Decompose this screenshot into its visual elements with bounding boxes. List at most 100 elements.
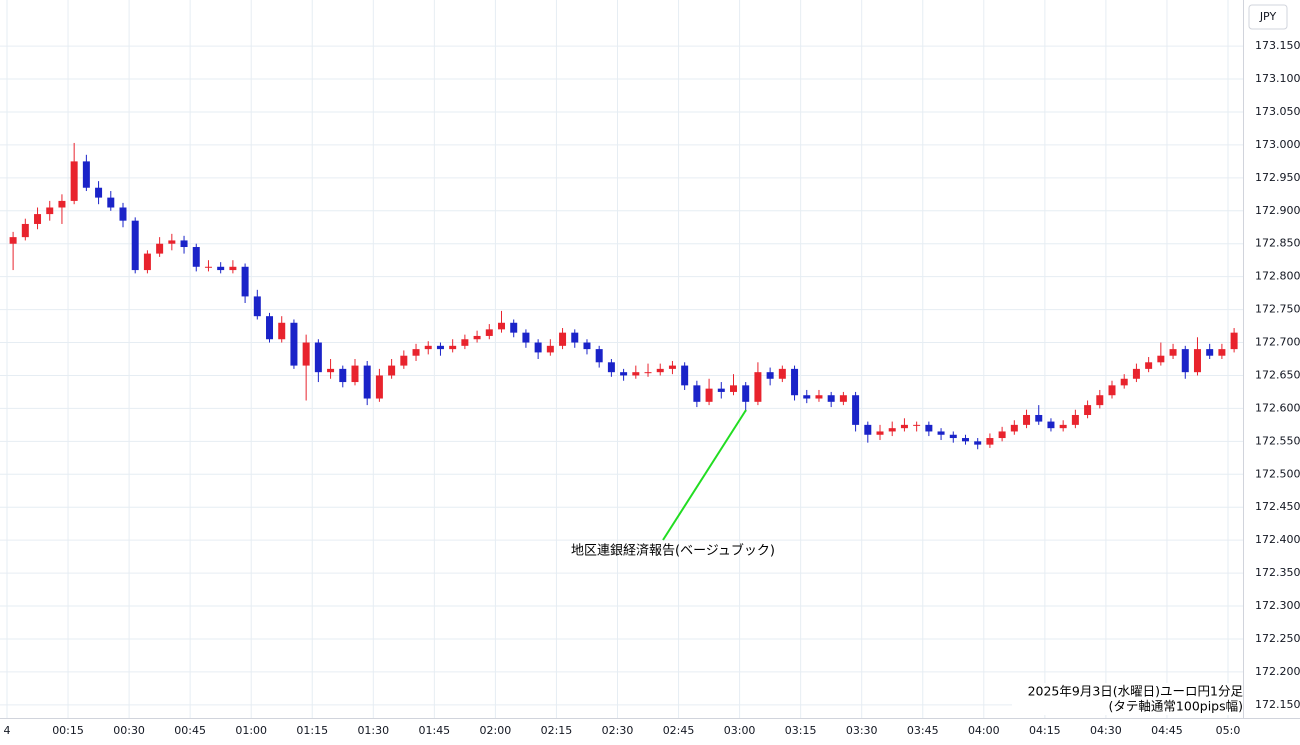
candle-body (839, 395, 847, 402)
candle-body (266, 316, 274, 340)
y-tick-label: 172.850 (1255, 237, 1300, 250)
candle-body (143, 253, 151, 271)
candle-body (546, 345, 554, 353)
candle-body (449, 345, 457, 350)
candle-body (1071, 414, 1079, 425)
y-tick-label: 172.500 (1255, 467, 1300, 480)
note: (タテ軸通常100pips幅) (1109, 699, 1243, 714)
candle-body (1206, 349, 1214, 356)
candle-body (656, 368, 664, 373)
candle-body (58, 200, 66, 208)
x-tick-label: 01:00 (235, 724, 267, 737)
candle-body (119, 207, 127, 221)
candle-body (1157, 355, 1165, 363)
candle-body (290, 322, 298, 366)
candle-body (961, 438, 969, 442)
candle-body (400, 355, 408, 366)
candle-body (803, 395, 811, 399)
candle-body (498, 322, 506, 330)
candle-body (583, 342, 591, 350)
x-tick-label: 03:45 (907, 724, 939, 737)
candle-body (632, 372, 640, 376)
candle-body (424, 345, 432, 350)
x-tick-label: 05:0 (1216, 724, 1241, 737)
candle-body (1084, 405, 1092, 415)
candle-body (253, 296, 261, 317)
candle-body (412, 349, 420, 356)
candle-body (82, 161, 90, 188)
y-tick-label: 173.050 (1255, 105, 1300, 118)
y-tick-label: 172.150 (1255, 698, 1300, 711)
x-tick-label: 00:30 (113, 724, 145, 737)
candle-body (644, 372, 652, 374)
candle-body (815, 395, 823, 399)
y-tick-label: 172.300 (1255, 599, 1300, 612)
candle-body (595, 349, 603, 363)
candle-body (1132, 368, 1140, 379)
candle-body (876, 431, 884, 435)
x-tick-label: 02:45 (663, 724, 695, 737)
candle-body (485, 329, 493, 336)
y-tick-label: 172.750 (1255, 303, 1300, 316)
candle-body (95, 187, 103, 198)
candle-body (681, 365, 689, 386)
note: 2025年9月3日(水曜日)ユーロ円1分足 (1028, 684, 1244, 699)
candle-body (107, 197, 115, 208)
y-tick-label: 172.250 (1255, 632, 1300, 645)
candle-body (986, 438, 994, 445)
y-tick-label: 172.450 (1255, 500, 1300, 513)
y-tick-label: 172.200 (1255, 665, 1300, 678)
x-tick-label: 01:30 (357, 724, 389, 737)
candle-body (607, 362, 615, 373)
candle-body (351, 365, 359, 383)
x-tick-label: 04:15 (1029, 724, 1061, 737)
candle-body (1218, 349, 1226, 356)
candle-body (241, 266, 249, 297)
candle-body (778, 368, 786, 379)
candle-body (302, 342, 310, 366)
candle-body (534, 342, 542, 353)
y-tick-label: 172.800 (1255, 270, 1300, 283)
candle-body (314, 342, 322, 373)
x-tick-label: 04:45 (1151, 724, 1183, 737)
candle-body (913, 424, 921, 426)
candle-body (668, 365, 676, 369)
currency-label: JPY (1259, 10, 1277, 23)
x-tick-label: 03:15 (785, 724, 817, 737)
candle-body (473, 335, 481, 340)
y-tick-label: 172.350 (1255, 566, 1300, 579)
candle-body (229, 266, 237, 271)
candle-body (1120, 378, 1128, 386)
candle-body (742, 385, 750, 402)
candle-body (717, 388, 725, 392)
candle-body (1096, 395, 1104, 406)
candles (9, 142, 1238, 450)
candle-body (791, 368, 799, 396)
x-tick-label: 01:15 (296, 724, 328, 737)
candle-body (522, 332, 530, 343)
x-tick-label: 03:30 (846, 724, 878, 737)
y-tick-label: 173.100 (1255, 72, 1300, 85)
y-tick-label: 172.600 (1255, 401, 1300, 414)
candle-body (1108, 385, 1116, 396)
candle-body (559, 332, 567, 346)
note-bg (1012, 683, 1243, 715)
y-tick-label: 172.550 (1255, 434, 1300, 447)
x-tick-label: 03:00 (724, 724, 756, 737)
candle-body (974, 441, 982, 445)
candle-body (46, 207, 54, 215)
candle-body (363, 365, 371, 399)
y-tick-label: 172.900 (1255, 204, 1300, 217)
candle-body (900, 424, 908, 429)
candle-body (998, 431, 1006, 439)
y-tick-label: 172.400 (1255, 533, 1300, 546)
candle-body (705, 388, 713, 402)
x-tick-label: 02:15 (541, 724, 573, 737)
y-tick-label: 172.650 (1255, 368, 1300, 381)
candle-body (729, 385, 737, 392)
candle-body (388, 365, 396, 376)
candle-body (156, 243, 164, 254)
candle-body (949, 434, 957, 439)
currency-box (1248, 4, 1288, 30)
candle-body (754, 372, 762, 402)
